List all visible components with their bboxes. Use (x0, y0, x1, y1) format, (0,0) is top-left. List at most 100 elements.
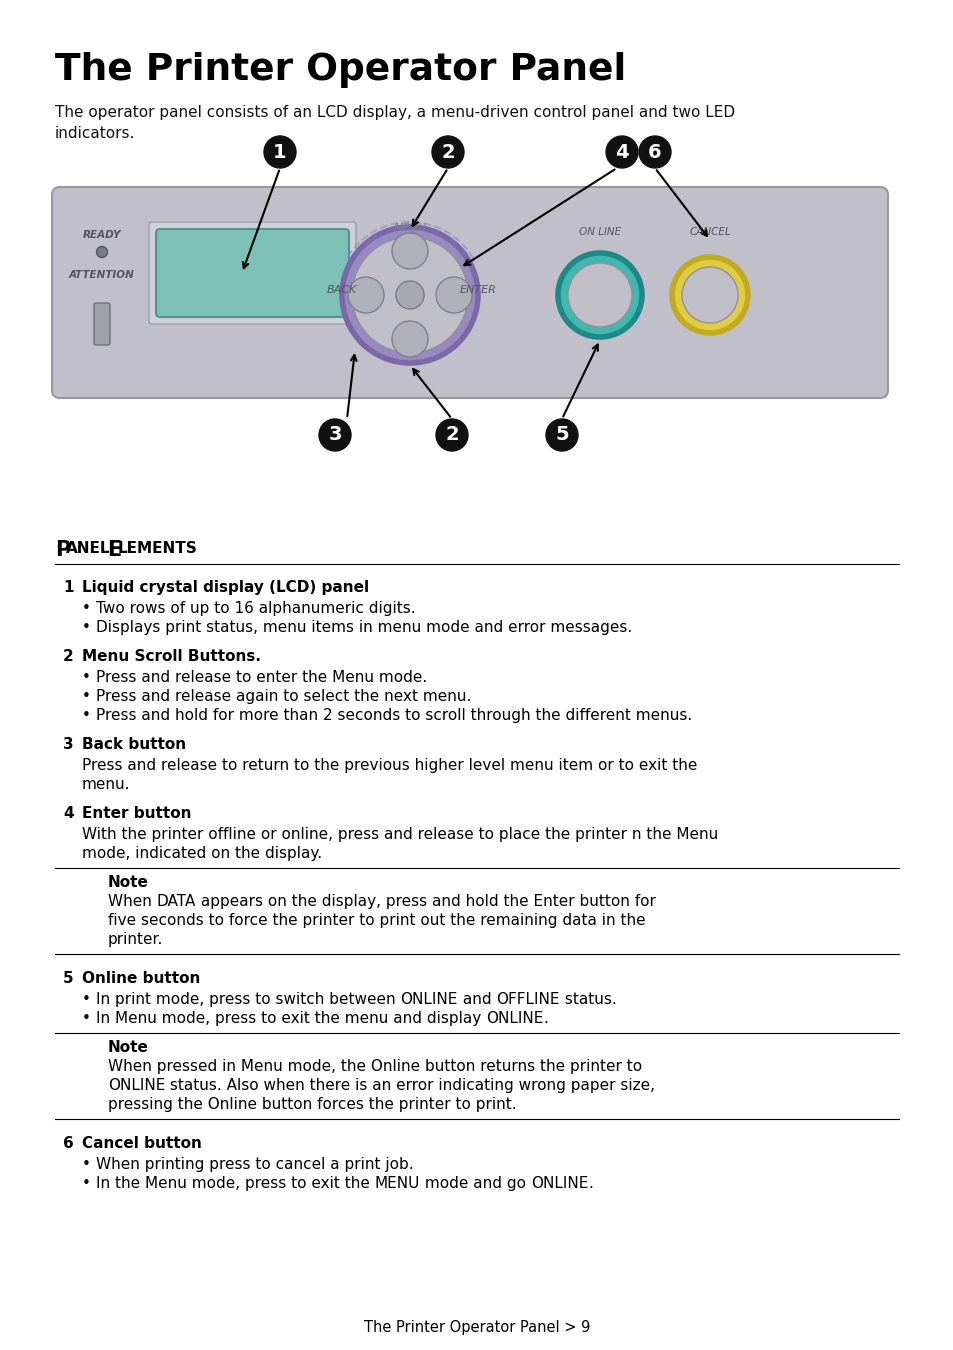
Text: •: • (82, 1011, 91, 1026)
Text: 1: 1 (63, 580, 73, 595)
Text: The Printer Operator Panel: The Printer Operator Panel (55, 53, 625, 88)
Text: ATTENTION: ATTENTION (69, 270, 134, 279)
Text: •: • (82, 670, 91, 684)
Circle shape (318, 418, 351, 451)
Text: status.: status. (559, 992, 616, 1007)
Circle shape (639, 136, 670, 167)
Text: Note: Note (108, 1040, 149, 1054)
Text: OFFLINE: OFFLINE (496, 992, 559, 1007)
Text: Back button: Back button (82, 737, 186, 752)
Text: DATA: DATA (156, 894, 196, 909)
Circle shape (96, 247, 108, 258)
Text: MENU: MENU (375, 1176, 419, 1191)
Circle shape (545, 418, 578, 451)
Text: .: . (588, 1176, 593, 1191)
Text: CANCEL: CANCEL (688, 227, 730, 238)
Text: Online button: Online button (82, 971, 200, 986)
FancyBboxPatch shape (156, 230, 349, 317)
FancyBboxPatch shape (156, 230, 349, 317)
Text: mode and go: mode and go (419, 1176, 531, 1191)
Text: •: • (82, 688, 91, 703)
FancyBboxPatch shape (52, 188, 887, 398)
Text: 6: 6 (647, 143, 661, 162)
Text: pressing the Online button forces the printer to print.: pressing the Online button forces the pr… (108, 1098, 517, 1112)
Text: ONLINE: ONLINE (531, 1176, 588, 1191)
Text: •: • (82, 1176, 91, 1191)
Text: The operator panel consists of an LCD display, a menu-driven control panel and t: The operator panel consists of an LCD di… (55, 105, 735, 140)
Text: status. Also when there is an error indicating wrong paper size,: status. Also when there is an error indi… (165, 1079, 655, 1094)
Text: BACK: BACK (327, 285, 356, 296)
Text: 3: 3 (63, 737, 73, 752)
Text: 6: 6 (63, 1135, 73, 1152)
Circle shape (605, 136, 638, 167)
Text: ENTER: ENTER (459, 285, 496, 296)
Text: Menu Scroll Buttons.: Menu Scroll Buttons. (82, 649, 261, 664)
Text: 5: 5 (555, 425, 568, 444)
Text: When pressed in Menu mode, the Online button returns the printer to: When pressed in Menu mode, the Online bu… (108, 1058, 641, 1075)
Circle shape (681, 267, 738, 323)
Circle shape (264, 136, 295, 167)
Text: Liquid crystal display (LCD) panel: Liquid crystal display (LCD) panel (82, 580, 369, 595)
Circle shape (436, 418, 468, 451)
Text: •: • (82, 707, 91, 724)
Text: E: E (107, 540, 121, 560)
Text: P: P (55, 540, 71, 560)
Text: menu.: menu. (82, 778, 131, 792)
Text: 2: 2 (445, 425, 458, 444)
Text: five seconds to force the printer to print out the remaining data in the: five seconds to force the printer to pri… (108, 913, 645, 927)
Text: and: and (457, 992, 496, 1007)
Text: READY: READY (83, 230, 121, 240)
Text: ONLINE: ONLINE (400, 992, 457, 1007)
Text: Note: Note (108, 875, 149, 890)
Text: With the printer offline or online, press and release to place the printer n the: With the printer offline or online, pres… (82, 828, 718, 842)
Text: mode, indicated on the display.: mode, indicated on the display. (82, 846, 322, 861)
Text: Enter button: Enter button (82, 806, 192, 821)
Text: In the Menu mode, press to exit the: In the Menu mode, press to exit the (96, 1176, 375, 1191)
Circle shape (348, 277, 384, 313)
Text: ONLINE: ONLINE (108, 1079, 165, 1094)
Text: ONLINE: ONLINE (486, 1011, 543, 1026)
Text: Displays print status, menu items in menu mode and error messages.: Displays print status, menu items in men… (96, 620, 632, 634)
Text: 4: 4 (63, 806, 73, 821)
Text: LEMENTS: LEMENTS (118, 541, 197, 556)
Text: 5: 5 (63, 971, 73, 986)
Circle shape (395, 281, 423, 309)
Text: 3: 3 (328, 425, 341, 444)
Text: In print mode, press to switch between: In print mode, press to switch between (96, 992, 400, 1007)
Circle shape (392, 234, 428, 269)
Circle shape (352, 238, 468, 352)
Text: •: • (82, 1157, 91, 1172)
Text: When printing press to cancel a print job.: When printing press to cancel a print jo… (96, 1157, 414, 1172)
Circle shape (567, 263, 631, 327)
Text: 1: 1 (273, 143, 287, 162)
Text: The Printer Operator Panel > 9: The Printer Operator Panel > 9 (363, 1320, 590, 1335)
Text: In Menu mode, press to exit the menu and display: In Menu mode, press to exit the menu and… (96, 1011, 486, 1026)
Text: appears on the display, press and hold the Enter button for: appears on the display, press and hold t… (196, 894, 656, 909)
Text: Press and release to return to the previous higher level menu item or to exit th: Press and release to return to the previ… (82, 757, 697, 774)
Text: .: . (543, 1011, 548, 1026)
Circle shape (671, 256, 747, 333)
Text: •: • (82, 601, 91, 616)
FancyBboxPatch shape (94, 302, 110, 346)
Circle shape (341, 227, 477, 363)
Text: ANEL: ANEL (66, 541, 111, 556)
Text: •: • (82, 992, 91, 1007)
Circle shape (432, 136, 463, 167)
Circle shape (436, 277, 472, 313)
Circle shape (392, 321, 428, 356)
Text: 2: 2 (440, 143, 455, 162)
Text: Cancel button: Cancel button (82, 1135, 202, 1152)
Text: printer.: printer. (108, 931, 163, 946)
Text: Press and release to enter the Menu mode.: Press and release to enter the Menu mode… (96, 670, 427, 684)
Text: •: • (82, 620, 91, 634)
Text: 4: 4 (615, 143, 628, 162)
FancyBboxPatch shape (149, 221, 355, 324)
Text: When: When (108, 894, 156, 909)
Text: Press and release again to select the next menu.: Press and release again to select the ne… (96, 688, 471, 703)
Text: Press and hold for more than 2 seconds to scroll through the different menus.: Press and hold for more than 2 seconds t… (96, 707, 692, 724)
Text: Two rows of up to 16 alphanumeric digits.: Two rows of up to 16 alphanumeric digits… (96, 601, 416, 616)
Text: ON LINE: ON LINE (578, 227, 620, 238)
Text: 2: 2 (63, 649, 73, 664)
Text: MENU: MENU (393, 223, 426, 234)
Circle shape (558, 252, 641, 338)
